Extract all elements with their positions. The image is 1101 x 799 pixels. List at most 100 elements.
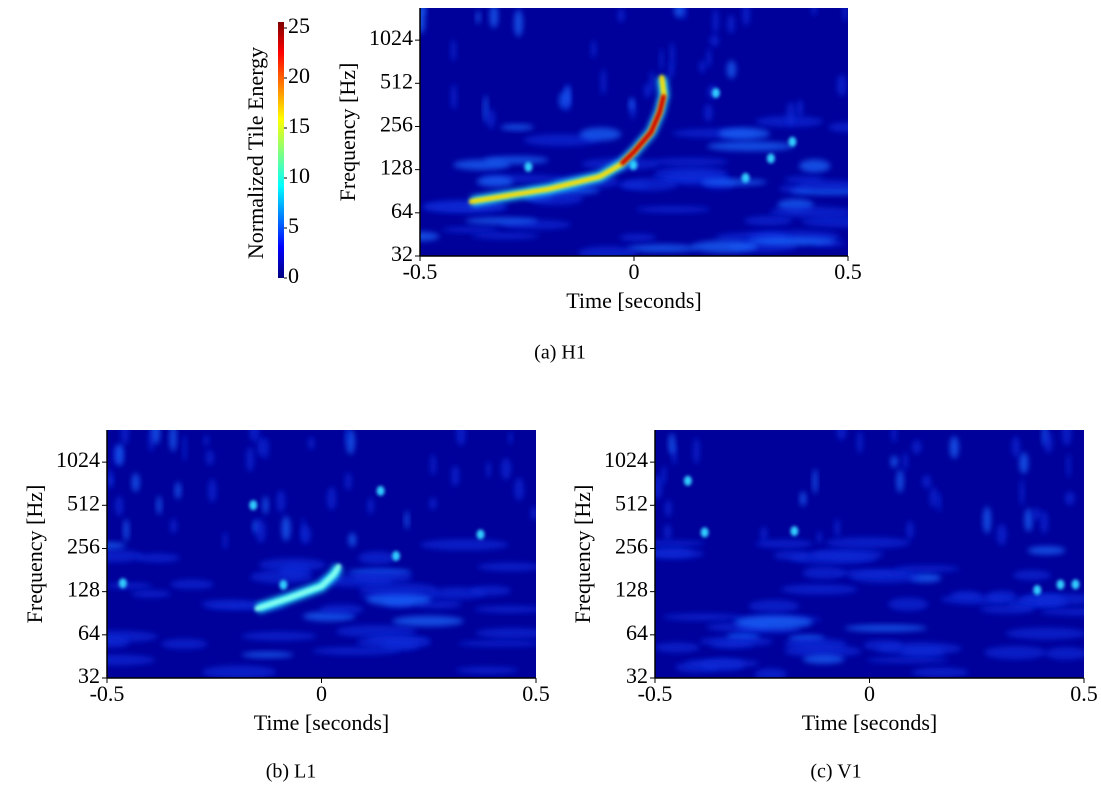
texture [152, 430, 160, 445]
texture [743, 215, 793, 226]
caption: (a) H1 [534, 342, 586, 364]
x-axis-label: Time [seconds] [802, 710, 937, 735]
texture [1024, 508, 1033, 532]
texture [579, 127, 622, 141]
texture [825, 537, 911, 549]
texture [890, 455, 899, 468]
texture [1040, 510, 1049, 534]
texture [797, 179, 848, 191]
texture [345, 430, 350, 444]
texture [766, 153, 775, 164]
texture [279, 579, 288, 590]
texture [1056, 579, 1065, 590]
texture [661, 465, 667, 485]
texture [1061, 430, 1072, 446]
y-tick-label: 32 [626, 663, 648, 688]
texture [344, 472, 352, 491]
y-tick-label: 64 [391, 198, 413, 223]
texture [1066, 453, 1071, 479]
texture [712, 8, 719, 34]
texture [621, 177, 678, 191]
texture [358, 551, 396, 565]
texture [1035, 595, 1068, 609]
texture [836, 74, 847, 97]
texture [773, 550, 811, 560]
texture [902, 452, 908, 471]
texture [711, 87, 720, 98]
texture [404, 510, 410, 530]
texture [514, 9, 523, 37]
colorbar-label: Normalized Tile Energy [243, 47, 268, 259]
texture [893, 565, 961, 573]
texture [208, 478, 217, 503]
texture [249, 570, 314, 584]
texture [311, 646, 400, 656]
texture [727, 14, 735, 34]
texture [987, 590, 1018, 603]
x-tick-label: 0.5 [834, 259, 862, 284]
texture [922, 474, 932, 489]
y-tick-label: 256 [615, 534, 648, 559]
texture [201, 665, 277, 678]
texture [659, 47, 664, 72]
texture [799, 491, 807, 507]
texture [590, 40, 597, 58]
texture [780, 584, 858, 595]
texture [693, 437, 700, 465]
texture [812, 468, 818, 495]
texture [828, 122, 848, 132]
y-tick-label: 128 [615, 577, 648, 602]
texture [1019, 478, 1025, 507]
spectrogram-image [655, 430, 1084, 678]
x-tick-label: 0 [864, 681, 875, 706]
texture [564, 84, 571, 107]
texture [131, 472, 140, 492]
texture [464, 217, 539, 225]
texture [246, 446, 254, 473]
colorbar-tick-label: 0 [288, 263, 299, 288]
texture [222, 531, 228, 550]
texture [473, 605, 536, 613]
texture [635, 205, 711, 213]
texture [704, 103, 713, 122]
texture [709, 34, 720, 47]
texture [120, 430, 129, 446]
texture [530, 506, 536, 521]
texture [802, 654, 845, 664]
texture [1071, 579, 1080, 590]
texture [795, 99, 804, 118]
x-axis-label: Time [seconds] [566, 288, 701, 313]
x-axis-label: Time [seconds] [254, 710, 389, 735]
texture [524, 161, 533, 172]
texture [487, 108, 496, 129]
texture [203, 434, 210, 447]
texture [1012, 570, 1052, 581]
y-tick-label: 64 [78, 620, 100, 645]
texture [430, 454, 437, 476]
texture [662, 613, 742, 621]
texture [617, 8, 625, 23]
texture [983, 506, 992, 534]
texture [1032, 507, 1041, 520]
y-tick-label: 64 [626, 620, 648, 645]
texture [700, 527, 709, 538]
texture [241, 631, 318, 641]
texture [748, 599, 800, 613]
x-tick-label: -0.5 [638, 681, 673, 706]
texture [664, 499, 672, 518]
texture [476, 529, 485, 540]
texture [699, 59, 706, 74]
texture [896, 469, 904, 493]
texture [450, 83, 457, 110]
texture [788, 136, 797, 147]
texture [1044, 430, 1053, 454]
y-tick-label: 1024 [369, 25, 413, 50]
texture [348, 532, 357, 547]
texture [856, 430, 863, 454]
texture [706, 141, 794, 152]
chirp [254, 563, 342, 612]
texture [489, 8, 499, 29]
texture [319, 604, 364, 615]
texture [650, 157, 729, 166]
texture [911, 667, 969, 678]
